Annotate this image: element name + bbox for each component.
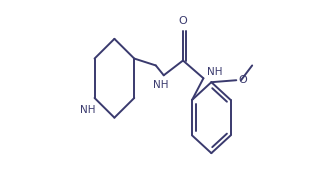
Text: O: O bbox=[179, 16, 187, 26]
Text: NH: NH bbox=[153, 80, 169, 90]
Text: NH: NH bbox=[80, 105, 96, 115]
Text: NH: NH bbox=[207, 67, 222, 77]
Text: O: O bbox=[238, 75, 247, 85]
